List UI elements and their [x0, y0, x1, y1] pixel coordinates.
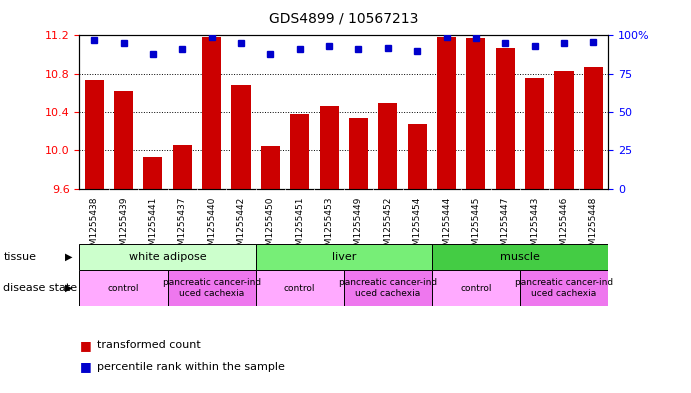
Bar [349, 118, 368, 189]
Bar [408, 125, 427, 189]
Bar [114, 91, 133, 189]
Text: pancreatic cancer-ind
uced cachexia: pancreatic cancer-ind uced cachexia [339, 278, 437, 298]
Bar [256, 244, 432, 270]
Bar [231, 85, 251, 189]
Text: pancreatic cancer-ind
uced cachexia: pancreatic cancer-ind uced cachexia [162, 278, 261, 298]
Bar [525, 79, 545, 189]
Bar [432, 270, 520, 306]
Text: GDS4899 / 10567213: GDS4899 / 10567213 [269, 12, 419, 26]
Text: control: control [460, 284, 492, 292]
Bar [495, 48, 515, 189]
Bar [344, 270, 432, 306]
Bar [437, 37, 456, 189]
Text: ■: ■ [79, 338, 91, 352]
Bar [256, 270, 343, 306]
Bar [261, 147, 280, 189]
Text: control: control [108, 284, 140, 292]
Text: transformed count: transformed count [97, 340, 200, 350]
Bar [584, 67, 603, 189]
Bar [167, 270, 256, 306]
Bar [143, 157, 162, 189]
Bar [79, 244, 256, 270]
Text: muscle: muscle [500, 252, 540, 262]
Text: control: control [284, 284, 316, 292]
Text: percentile rank within the sample: percentile rank within the sample [97, 362, 285, 372]
Text: liver: liver [332, 252, 356, 262]
Bar [84, 81, 104, 189]
Text: pancreatic cancer-ind
uced cachexia: pancreatic cancer-ind uced cachexia [515, 278, 613, 298]
Text: disease state: disease state [3, 283, 77, 293]
Bar [173, 145, 192, 189]
Bar [202, 37, 221, 189]
Text: ▶: ▶ [65, 252, 73, 262]
Text: ■: ■ [79, 360, 91, 373]
Bar [466, 38, 486, 189]
Bar [520, 270, 608, 306]
Bar [79, 270, 167, 306]
Bar [432, 244, 608, 270]
Bar [554, 71, 574, 189]
Bar [319, 106, 339, 189]
Text: tissue: tissue [3, 252, 37, 262]
Bar [378, 103, 397, 189]
Text: white adipose: white adipose [129, 252, 207, 262]
Bar [290, 114, 310, 189]
Text: ▶: ▶ [65, 283, 73, 293]
